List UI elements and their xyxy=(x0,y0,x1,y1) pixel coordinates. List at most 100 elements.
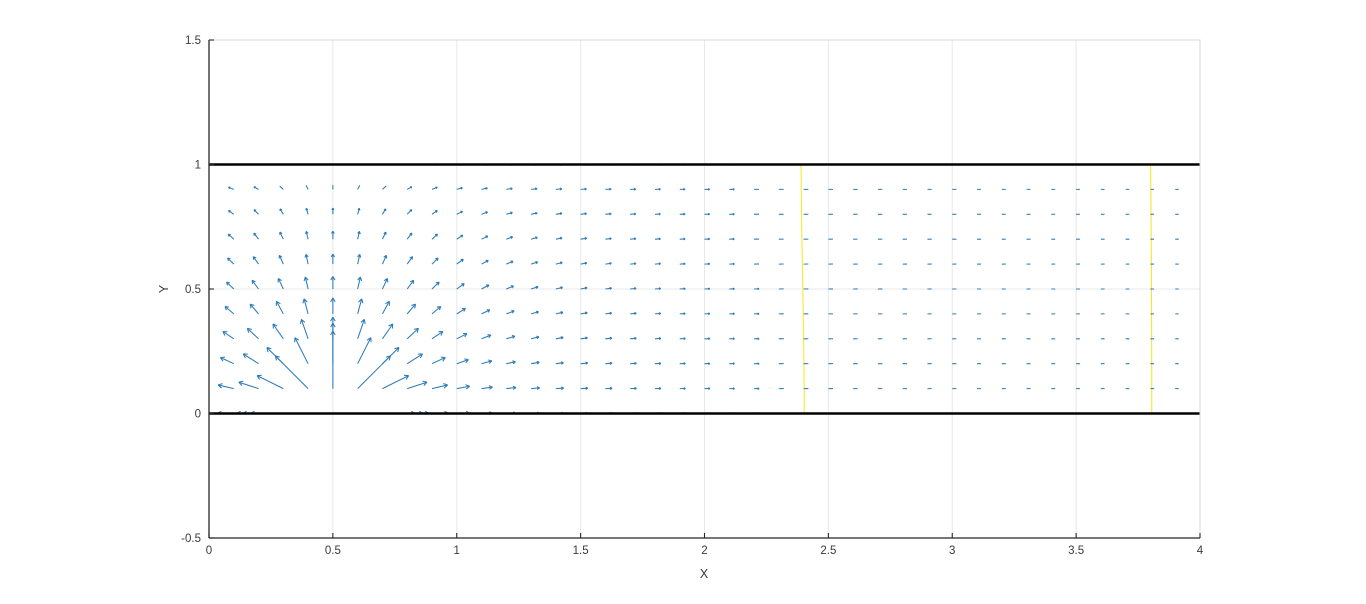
quiver-arrow-head xyxy=(279,231,283,235)
quiver-arrow-shaft xyxy=(456,359,469,365)
quiver-arrow-shaft xyxy=(431,357,446,365)
quiver-arrow-head xyxy=(585,336,588,340)
quiver-arrow-head xyxy=(486,284,490,288)
quiver-arrow-shaft xyxy=(555,237,563,240)
quiver-arrow-head xyxy=(658,287,661,291)
quiver-arrow-shaft xyxy=(304,276,309,290)
quiver-arrow-head xyxy=(330,316,336,322)
quiver-arrow-head xyxy=(757,387,760,390)
quiver-arrow-head xyxy=(238,380,244,386)
quiver-arrow-head xyxy=(683,362,686,365)
quiver-arrow-head xyxy=(561,386,564,390)
y-tick-label: -0.5 xyxy=(181,533,201,545)
quiver-arrow-head xyxy=(202,284,205,287)
quiver-arrow-head xyxy=(708,387,711,390)
quiver-arrow-shaft xyxy=(278,255,284,265)
quiver-arrow-head xyxy=(242,353,248,359)
quiver-arrow-shaft xyxy=(222,331,235,340)
quiver-arrow-head xyxy=(409,232,413,236)
quiver-arrow-head xyxy=(357,276,363,282)
quiver-arrow-head xyxy=(609,261,612,265)
quiver-arrow-head xyxy=(633,262,637,266)
quiver-arrow-head xyxy=(219,356,226,362)
quiver-arrow-shaft xyxy=(431,384,448,390)
quiver-arrow-shaft xyxy=(406,303,416,315)
quiver-arrow-head xyxy=(560,311,564,315)
quiver-arrow-head xyxy=(510,187,513,191)
quiver-arrow-head xyxy=(383,208,387,212)
quiver-arrow-shaft xyxy=(209,288,210,289)
quiver-arrow-head xyxy=(435,281,440,286)
quiver-arrow-head xyxy=(683,212,686,216)
quiver-arrow-head xyxy=(277,278,282,283)
quiver-arrow-head xyxy=(409,256,414,260)
quiver-arrow-head xyxy=(366,337,372,343)
quiver-arrow-shaft xyxy=(530,236,538,240)
quiver-arrow-shaft xyxy=(481,360,492,365)
quiver-arrow-head xyxy=(732,212,735,216)
quiver-arrow-shaft xyxy=(555,286,563,290)
quiver-arrow-head xyxy=(488,385,493,390)
quiver-arrow-head xyxy=(410,186,413,189)
quiver-arrow-head xyxy=(732,337,735,341)
quiver-arrow-shaft xyxy=(357,276,361,290)
quiver-arrow-head xyxy=(609,187,612,191)
quiver-arrow-head xyxy=(609,237,612,241)
quiver-arrow-head xyxy=(228,210,231,213)
quiver-arrow-head xyxy=(357,207,361,211)
quiver-arrow-shaft xyxy=(431,257,439,265)
quiver-arrow-shaft xyxy=(209,188,210,190)
quiver-arrow-head xyxy=(249,303,255,309)
quiver-arrow-shaft xyxy=(209,263,210,265)
x-tick-label: 0 xyxy=(206,545,212,557)
quiver-arrow-head xyxy=(203,235,205,237)
quiver-arrow-head xyxy=(559,187,563,191)
quiver-arrow-shaft xyxy=(249,303,259,315)
quiver-arrow-head xyxy=(383,278,389,283)
quiver-arrow-head xyxy=(633,212,637,216)
quiver-arrow-head xyxy=(584,236,588,240)
quiver-arrow-shaft xyxy=(431,306,442,315)
quiver-arrow-head xyxy=(279,208,283,212)
quiver-arrow-head xyxy=(535,236,538,240)
quiver-arrow-head xyxy=(708,337,711,341)
quiver-arrow-shaft xyxy=(300,319,309,339)
axis-tick-labels: 0 0.5 1 1.5 2 2.5 3 3.5 4 -0.5 0 0.5 1 1.5 xyxy=(181,35,1204,557)
quiver-arrow-head xyxy=(462,332,468,338)
quiver-arrow-shaft xyxy=(506,310,515,315)
quiver-arrow-head xyxy=(633,237,637,241)
x-tick-label: 4 xyxy=(1197,545,1204,557)
quiver-arrow-head xyxy=(609,212,612,216)
quiver-arrow-head xyxy=(683,387,686,390)
quiver-arrow-head xyxy=(461,307,466,312)
quiver-arrow-head xyxy=(708,312,711,316)
quiver-arrow-shaft xyxy=(256,375,284,390)
quiver-arrow-head xyxy=(442,383,448,389)
quiver-arrow-head xyxy=(460,186,463,190)
quiver-arrow-head xyxy=(485,187,488,190)
quiver-arrow-head xyxy=(460,210,463,214)
quiver-arrow-shaft xyxy=(209,213,210,215)
quiver-arrow-shaft xyxy=(555,311,564,315)
quiver-arrow-shaft xyxy=(218,384,234,390)
quiver-arrow-head xyxy=(707,187,710,191)
quiver-arrow-shaft xyxy=(381,323,394,340)
quiver-arrow-shaft xyxy=(209,238,210,240)
quiver-arrow-shaft xyxy=(357,319,365,339)
quiver-arrow-head xyxy=(199,333,203,336)
quiver-arrow-head xyxy=(536,360,540,365)
quiver-arrow-head xyxy=(511,334,516,339)
quiver-arrow-head xyxy=(246,327,252,333)
quiver-arrow-shaft xyxy=(277,278,284,290)
quiver-arrow-shaft xyxy=(406,256,413,265)
quiver-arrow-head xyxy=(461,283,465,287)
quiver-arrow-head xyxy=(512,360,516,365)
quiver-arrow-head xyxy=(302,298,308,304)
quiver-arrow-shaft xyxy=(357,298,363,315)
quiver-arrow-shaft xyxy=(456,210,463,215)
quiver-arrow-head xyxy=(585,361,589,365)
quiver-arrow-shaft xyxy=(227,233,235,240)
quiver-arrow-head xyxy=(465,384,470,390)
quiver-arrow-shaft xyxy=(456,258,464,265)
